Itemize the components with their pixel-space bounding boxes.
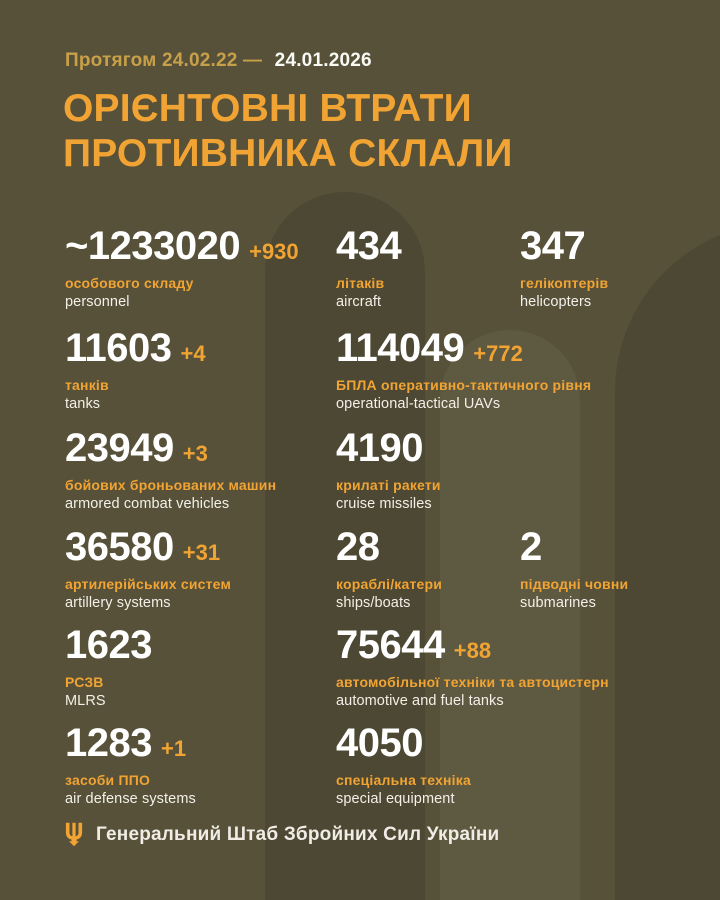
stat-label-en: automotive and fuel tanks <box>336 693 504 709</box>
stat-label-en: cruise missiles <box>336 496 432 512</box>
stat-value: 23949 <box>65 426 174 470</box>
period-date: 24.01.2026 <box>274 50 372 71</box>
stat-label-en: personnel <box>65 294 130 310</box>
stat-value: 28 <box>336 525 380 569</box>
stat-value: 4190 <box>336 426 423 470</box>
stat-label-uk: артилерійських систем <box>65 576 232 592</box>
stat-delta: +4 <box>180 341 206 366</box>
stat-label-uk: гелікоптерів <box>520 275 609 291</box>
stat-label-en: air defense systems <box>65 791 196 807</box>
stat-value: 1623 <box>65 623 152 667</box>
page-title-line-1: ОРІЄНТОВНІ ВТРАТИ <box>63 87 472 130</box>
stat-value: 347 <box>520 224 586 268</box>
stat-label-uk: кораблі/катери <box>336 576 443 592</box>
stat-label-uk: підводні човни <box>520 576 629 592</box>
shell-silhouette-center <box>440 330 580 900</box>
stat-label-en: ships/boats <box>336 595 411 611</box>
footer-org: Генеральний Штаб Збройних Сил України <box>96 823 500 845</box>
stat-delta: +930 <box>249 239 299 264</box>
stat-ships-boats: 28 кораблі/катери ships/boats <box>336 527 442 611</box>
stat-label-en: aircraft <box>336 294 382 310</box>
stat-uavs: 114049 +772 БПЛА оперативно-тактичного р… <box>336 328 591 412</box>
stat-label-uk: РСЗВ <box>65 674 104 690</box>
stat-label-en: special equipment <box>336 791 455 807</box>
stat-automotive-fuel-tanks: 75644 +88 автомобільної техніки та автоц… <box>336 625 609 709</box>
stat-personnel: ~1233020 +930 особового складу personnel <box>65 226 299 310</box>
stat-air-defense-systems: 1283 +1 засоби ППО air defense systems <box>65 723 196 807</box>
stat-delta: +772 <box>473 341 523 366</box>
stat-label-uk: засоби ППО <box>65 772 151 788</box>
stat-value: 36580 <box>65 525 174 569</box>
stat-label-uk: літаків <box>336 275 385 291</box>
stat-armored-combat-vehicles: 23949 +3 бойових броньованих машин armor… <box>65 428 276 512</box>
stat-label-en: tanks <box>65 396 101 412</box>
stat-delta: +31 <box>182 540 221 565</box>
shell-silhouette-right <box>615 222 720 900</box>
stat-label-uk: спеціальна техніка <box>336 772 471 788</box>
stat-value: 114049 <box>336 326 465 370</box>
stat-label-en: helicopters <box>520 294 592 310</box>
stat-value: 75644 <box>336 623 445 667</box>
page-title-line-2: ПРОТИВНИКА СКЛАЛИ <box>63 132 513 175</box>
stat-value: ~1233020 <box>65 224 241 268</box>
stat-delta: +1 <box>160 736 187 761</box>
footer: Генеральний Штаб Збройних Сил України <box>65 822 499 847</box>
stat-tanks: 11603 +4 танків tanks <box>65 328 206 412</box>
stat-label-uk: особового складу <box>65 275 194 291</box>
stat-label-uk: БПЛА оперативно-тактичного рівня <box>336 377 592 393</box>
stat-label-en: operational-tactical UAVs <box>336 396 501 412</box>
stat-label-uk: автомобільної техніки та автоцистерн <box>336 674 609 690</box>
stat-delta: +88 <box>453 638 492 663</box>
stat-label-uk: танків <box>65 377 109 393</box>
stat-artillery-systems: 36580 +31 артилерійських систем artiller… <box>65 527 231 611</box>
stat-label-en: submarines <box>520 595 596 611</box>
stat-label-en: armored combat vehicles <box>65 496 230 512</box>
period: Протягом 24.02.22 — 24.01.2026 <box>65 50 372 72</box>
stat-special-equipment: 4050 спеціальна техніка special equipmen… <box>336 723 471 807</box>
shell-silhouette-left <box>265 192 425 900</box>
stat-mlrs: 1623 РСЗВ MLRS <box>65 625 161 709</box>
stat-cruise-missiles: 4190 крилаті ракети cruise missiles <box>336 428 441 512</box>
stat-value: 4050 <box>336 721 423 765</box>
stat-label-uk: бойових броньованих машин <box>65 477 277 493</box>
stat-value: 434 <box>336 224 402 268</box>
stat-value: 11603 <box>65 326 172 370</box>
stat-label-en: artillery systems <box>65 595 171 611</box>
stat-label-uk: крилаті ракети <box>336 477 441 493</box>
stat-label-en: MLRS <box>65 693 106 709</box>
stat-delta: +3 <box>182 441 208 466</box>
stat-value: 1283 <box>65 721 152 765</box>
period-range: Протягом 24.02.22 — <box>65 50 263 71</box>
stat-aircraft: 434 літаків aircraft <box>336 226 410 310</box>
tryzub-trident-icon <box>65 822 83 847</box>
stat-value: 2 <box>520 525 542 569</box>
stat-submarines: 2 підводні човни submarines <box>520 527 628 611</box>
page-title: ОРІЄНТОВНІ ВТРАТИ ПРОТИВНИКА СКЛАЛИ <box>63 86 513 176</box>
stat-helicopters: 347 гелікоптерів helicopters <box>520 226 608 310</box>
